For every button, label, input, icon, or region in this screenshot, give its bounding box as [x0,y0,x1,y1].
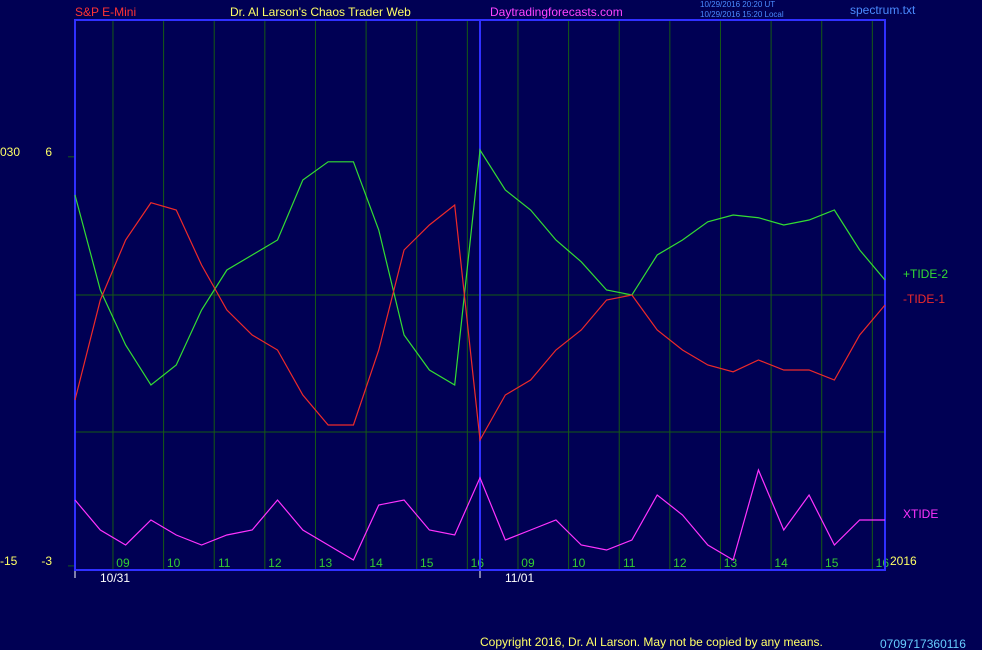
x-tick-label: 16 [471,556,485,570]
x-tick-label: 11 [623,556,636,570]
timestamp: 10/29/2016 15:20 Local [700,10,784,19]
copyright: Copyright 2016, Dr. Al Larson. May not b… [480,635,823,649]
site: Daytradingforecasts.com [490,5,623,19]
legend-label: XTIDE [903,507,938,521]
x-tick-label: 11 [218,556,231,570]
legend-label: +TIDE-2 [903,267,948,281]
x-tick-label: 12 [673,556,687,570]
x-tick-label: 14 [774,556,788,570]
legend-label: -TIDE-1 [903,292,945,306]
date-label: 10/31 [100,571,130,585]
symbol: S&P E-Mini [75,5,136,19]
x-tick-label: 14 [369,556,383,570]
x-tick-label: 09 [521,556,535,570]
series-line [74,202,886,442]
y-tick-label: -3 [41,554,52,568]
year: 2016 [890,554,917,568]
series-line [74,468,885,561]
code: 0709717360116 [880,637,966,650]
x-tick-label: 09 [116,556,130,570]
x-tick-label: 12 [268,556,282,570]
x-tick-label: 13 [724,556,738,570]
x-tick-label: 15 [420,556,434,570]
chart-title: Dr. Al Larson's Chaos Trader Web [230,5,411,19]
x-tick-label: 10 [572,556,586,570]
timestamp: 10/29/2016 20:20 UT [700,0,775,9]
y2-tick-label: 030 [0,145,20,159]
date-label: 11/01 [505,571,534,585]
series-line [74,148,886,386]
file-name: spectrum.txt [850,3,916,17]
x-tick-label: 13 [319,556,333,570]
x-tick-label: 16 [876,556,890,570]
x-tick-label: 15 [825,556,839,570]
y-tick-label: 6 [45,145,52,159]
x-tick-label: 10 [167,556,181,570]
y2-tick-label: -15 [0,554,18,568]
